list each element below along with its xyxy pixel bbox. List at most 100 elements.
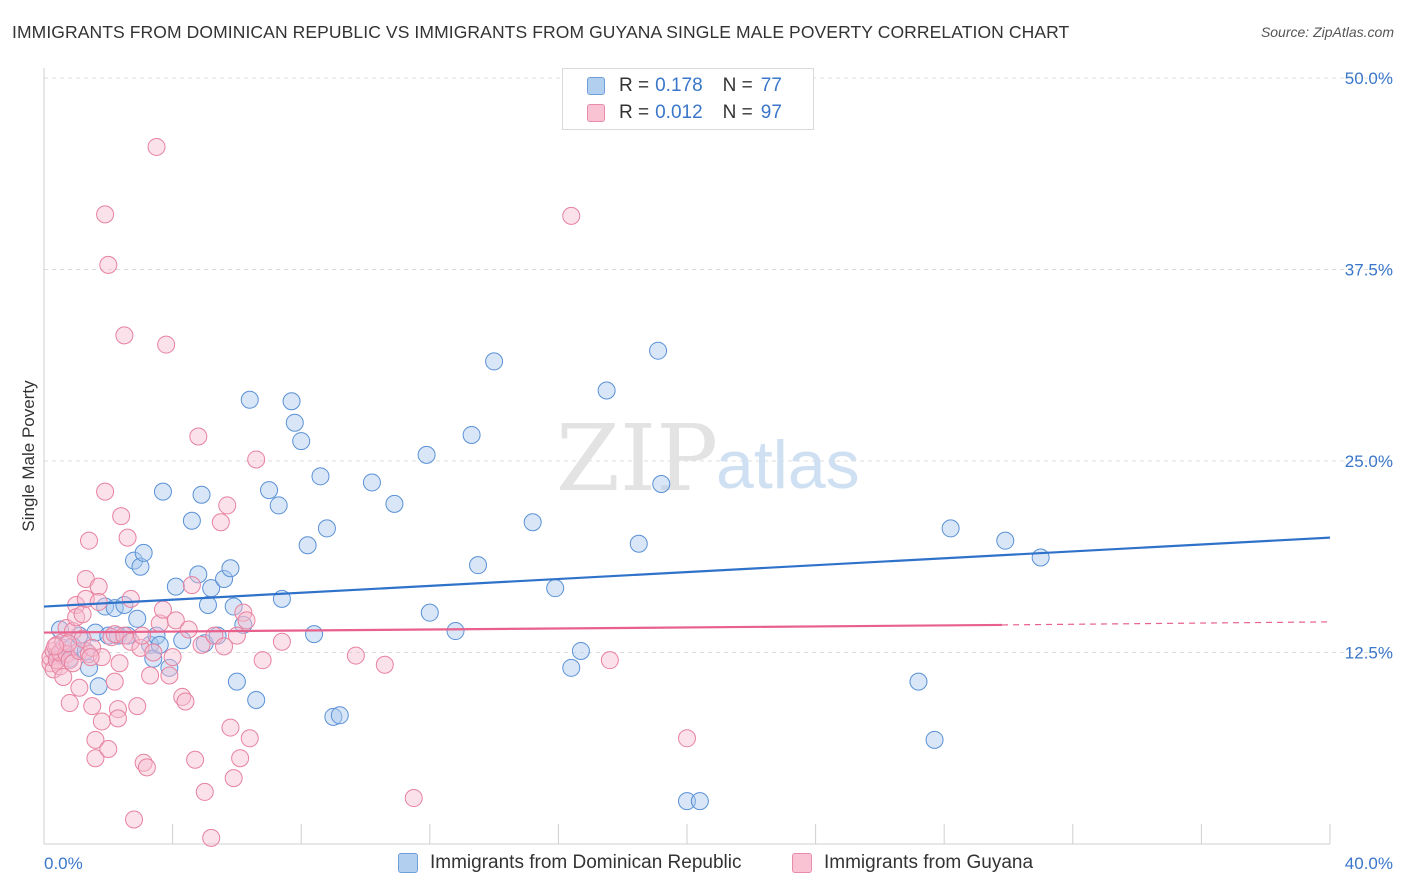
point-dominican bbox=[941, 519, 960, 538]
point-guyana bbox=[96, 205, 115, 224]
point-guyana bbox=[176, 692, 195, 711]
point-guyana bbox=[60, 694, 79, 713]
chart-source: Source: ZipAtlas.com bbox=[1260, 24, 1394, 40]
legend-row-dominican: R = 0.178 N = 77 bbox=[587, 73, 782, 99]
trend-line-guyana-extension bbox=[1002, 621, 1331, 626]
point-dominican bbox=[131, 557, 150, 576]
point-guyana bbox=[110, 654, 129, 673]
point-dominican bbox=[192, 485, 211, 504]
point-dominican bbox=[292, 432, 311, 451]
pink-swatch-icon bbox=[792, 853, 812, 873]
point-guyana bbox=[89, 592, 108, 611]
point-dominican bbox=[182, 511, 201, 530]
y-axis-label: Single Male Poverty bbox=[19, 380, 38, 532]
point-guyana bbox=[247, 450, 266, 469]
point-guyana bbox=[221, 718, 240, 737]
point-guyana bbox=[231, 749, 250, 768]
point-guyana bbox=[73, 605, 92, 624]
legend-row-guyana: R = 0.012 N = 97 bbox=[587, 100, 782, 126]
point-guyana bbox=[202, 828, 221, 847]
point-guyana bbox=[105, 672, 124, 691]
point-guyana bbox=[227, 626, 246, 645]
point-dominican bbox=[925, 730, 944, 749]
point-dominican bbox=[189, 565, 208, 584]
data-points bbox=[41, 137, 1050, 847]
point-dominican bbox=[269, 496, 288, 515]
r-value: 0.178 bbox=[655, 75, 703, 96]
point-guyana bbox=[137, 758, 156, 777]
point-guyana bbox=[86, 749, 105, 768]
axes bbox=[43, 68, 1331, 845]
point-dominican bbox=[240, 390, 259, 409]
x-tick-label: 40.0% bbox=[1345, 854, 1393, 873]
point-dominican bbox=[909, 672, 928, 691]
tick-labels: 12.5% 25.0% 37.5% 50.0% 0.0% 40.0% bbox=[44, 69, 1393, 873]
series-legend: Immigrants from Dominican Republic Immig… bbox=[0, 852, 1406, 878]
point-guyana bbox=[141, 666, 160, 685]
point-guyana bbox=[215, 637, 234, 656]
point-dominican bbox=[446, 622, 465, 641]
point-guyana bbox=[54, 668, 73, 687]
point-dominican bbox=[996, 531, 1015, 550]
point-guyana bbox=[118, 528, 137, 547]
point-guyana bbox=[189, 427, 208, 446]
point-dominican bbox=[317, 519, 336, 538]
point-dominican bbox=[134, 543, 153, 562]
point-dominican bbox=[153, 482, 172, 501]
point-guyana bbox=[346, 646, 365, 665]
r-label: R = bbox=[619, 102, 650, 123]
point-dominican bbox=[128, 609, 147, 628]
point-dominican bbox=[282, 392, 301, 411]
r-label: R = bbox=[619, 75, 650, 96]
point-guyana bbox=[186, 750, 205, 769]
legend-label-dominican: Immigrants from Dominican Republic bbox=[430, 852, 742, 873]
point-guyana bbox=[105, 625, 124, 644]
point-guyana bbox=[166, 611, 185, 630]
trend-lines bbox=[43, 536, 1331, 634]
point-guyana bbox=[108, 709, 127, 728]
chart-title: IMMIGRANTS FROM DOMINICAN REPUBLIC VS IM… bbox=[12, 22, 1070, 42]
point-guyana bbox=[211, 513, 230, 532]
point-dominican bbox=[285, 413, 304, 432]
n-label: N = bbox=[722, 102, 753, 123]
point-dominican bbox=[160, 658, 179, 677]
point-dominican bbox=[221, 559, 240, 578]
point-dominican bbox=[89, 677, 108, 696]
point-guyana bbox=[89, 577, 108, 596]
point-dominican bbox=[362, 473, 381, 492]
legend-item-guyana[interactable]: Immigrants from Guyana bbox=[792, 852, 1033, 874]
legend-item-dominican[interactable]: Immigrants from Dominican Republic bbox=[398, 852, 742, 874]
point-dominican bbox=[652, 474, 671, 493]
y-tick-label: 12.5% bbox=[1345, 644, 1393, 663]
point-guyana bbox=[237, 611, 256, 630]
point-dominican bbox=[298, 536, 317, 555]
point-guyana bbox=[92, 712, 111, 731]
point-guyana bbox=[80, 531, 99, 550]
point-dominican bbox=[678, 792, 696, 811]
point-dominican bbox=[215, 569, 234, 588]
trend-line-guyana bbox=[43, 623, 1003, 634]
point-guyana bbox=[144, 643, 163, 662]
point-guyana bbox=[195, 782, 214, 801]
blue-swatch-icon bbox=[398, 853, 418, 873]
point-guyana bbox=[179, 620, 198, 639]
point-dominican bbox=[523, 513, 542, 532]
point-guyana bbox=[73, 629, 92, 648]
point-guyana bbox=[253, 651, 272, 670]
point-guyana bbox=[404, 789, 423, 808]
y-tick-label: 50.0% bbox=[1345, 69, 1393, 88]
point-guyana bbox=[157, 335, 176, 354]
point-guyana bbox=[81, 648, 100, 667]
point-guyana bbox=[240, 729, 259, 748]
point-dominican bbox=[324, 707, 343, 726]
n-value: 77 bbox=[760, 75, 782, 96]
point-dominican bbox=[311, 467, 330, 486]
trend-line-dominican bbox=[43, 536, 1331, 608]
watermark: ZIP atlas bbox=[556, 405, 860, 512]
point-dominican bbox=[227, 672, 246, 691]
point-dominican bbox=[462, 425, 481, 444]
point-dominican bbox=[330, 706, 349, 725]
point-dominican bbox=[385, 494, 404, 513]
point-guyana bbox=[121, 632, 140, 651]
